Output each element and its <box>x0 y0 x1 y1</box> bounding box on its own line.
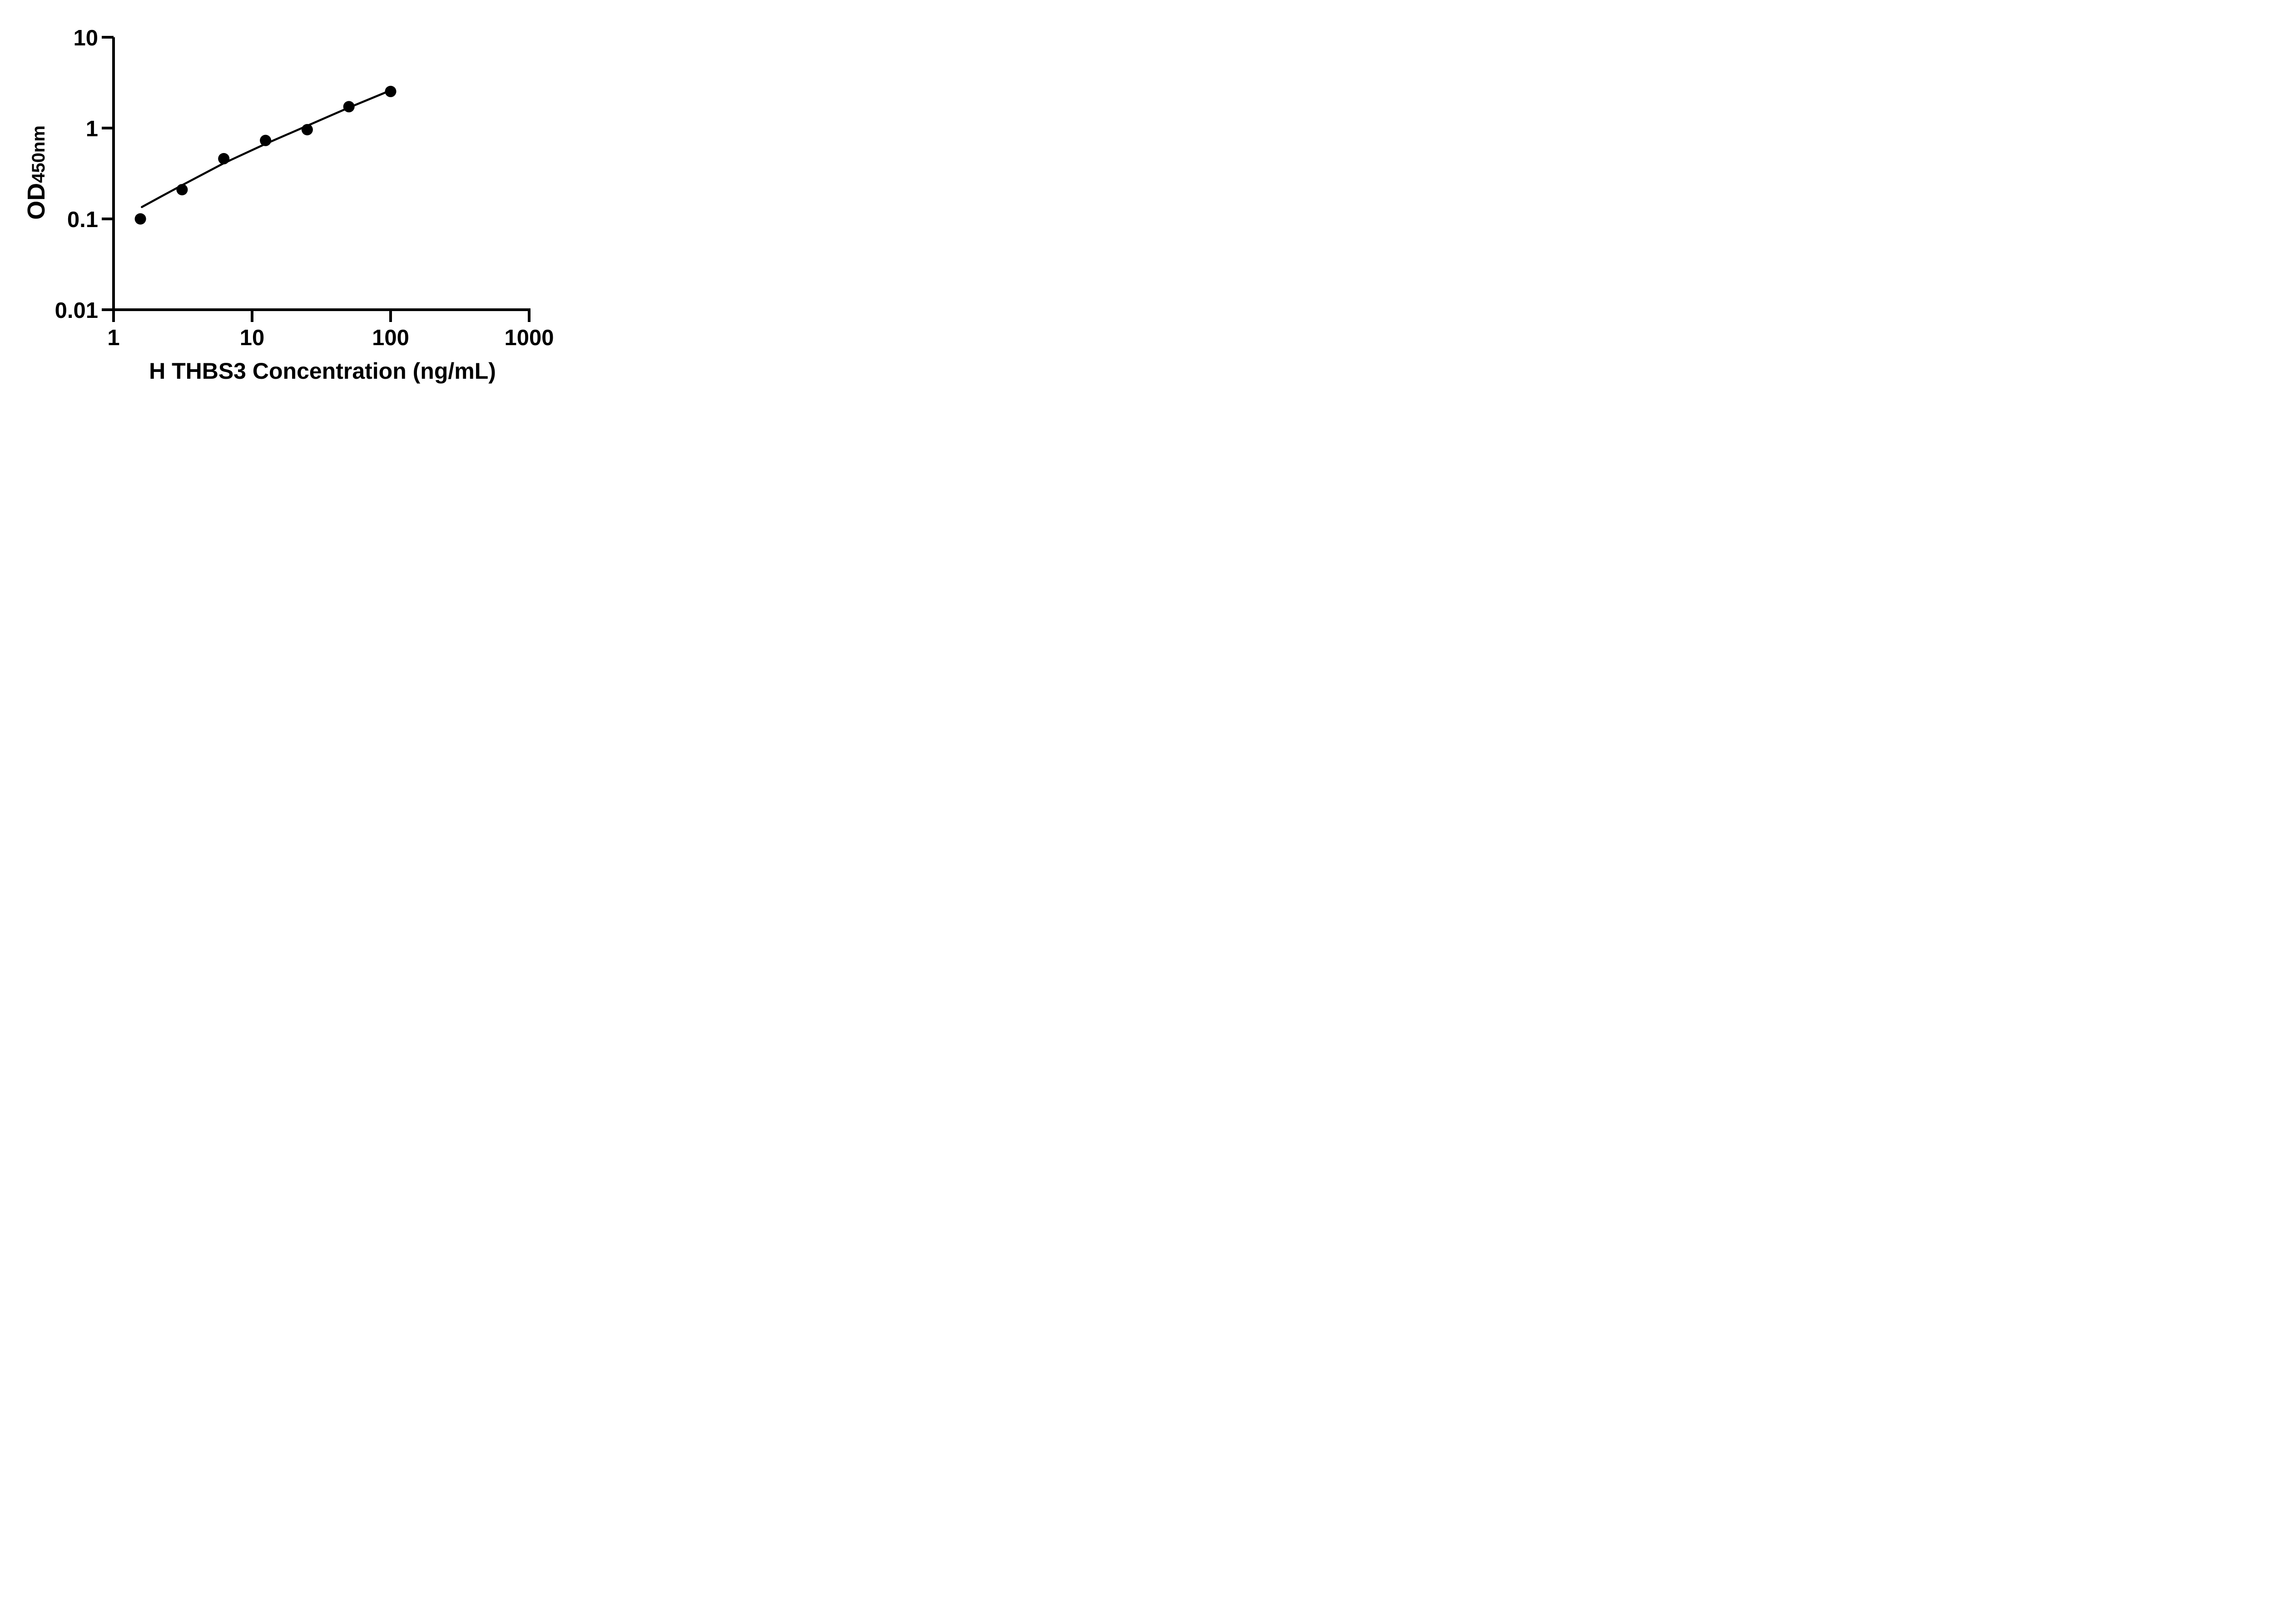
y-axis-title-subscript: 450nm <box>29 125 49 183</box>
data-point <box>343 101 355 113</box>
axes <box>102 36 531 322</box>
y-tick-label: 0.1 <box>67 208 98 232</box>
data-point <box>301 124 313 135</box>
y-axis-tick-labels: 10 1 0.1 0.01 <box>55 26 98 323</box>
x-axis-ticks <box>112 310 531 322</box>
y-axis-title: OD450nm <box>23 125 50 220</box>
x-tick-label: 10 <box>240 326 265 350</box>
data-point <box>218 153 230 164</box>
x-tick-label: 1000 <box>504 326 554 350</box>
y-tick-label: 10 <box>73 26 98 50</box>
elisa-standard-curve-figure: 1 10 100 1000 10 1 0.1 0.01 H THBS3 Concentrat… <box>0 0 587 406</box>
x-tick-label: 1 <box>107 326 119 350</box>
data-point <box>176 184 188 196</box>
data-point <box>134 213 146 225</box>
fit-line <box>141 89 392 208</box>
data-point <box>385 85 397 97</box>
y-axis-ticks <box>102 36 114 311</box>
x-tick-label: 100 <box>372 326 409 350</box>
x-axis-title: H THBS3 Concentration (ng/mL) <box>149 358 496 384</box>
y-tick-label: 0.01 <box>55 298 98 323</box>
y-tick-label: 1 <box>86 117 98 141</box>
chart-canvas: 1 10 100 1000 10 1 0.1 0.01 H THBS3 Concentrat… <box>23 26 554 384</box>
y-axis-title-main: OD <box>23 183 50 220</box>
data-point <box>260 134 272 146</box>
x-axis-tick-labels: 1 10 100 1000 <box>107 326 554 350</box>
data-series <box>134 85 397 225</box>
